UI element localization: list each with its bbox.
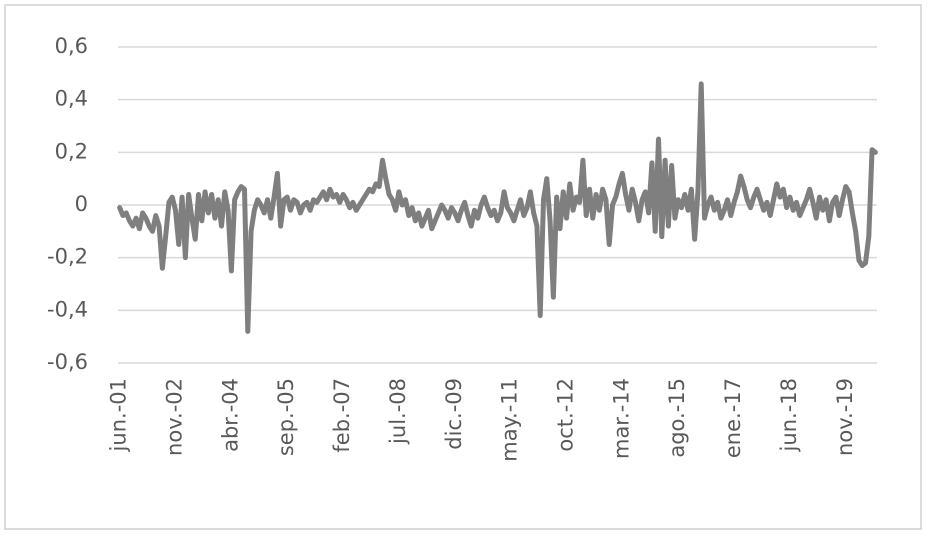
x-tick-label: jul.-08	[386, 378, 410, 445]
y-tick-label: -0,6	[47, 350, 88, 374]
chart-frame	[4, 4, 922, 530]
x-tick-label: may.-11	[498, 378, 522, 462]
y-tick-label: -0,4	[47, 297, 88, 321]
x-tick-label: dic.-09	[442, 378, 466, 450]
x-tick-label: abr.-04	[218, 378, 242, 452]
x-tick-label: jun.-01	[107, 378, 131, 452]
x-tick-label: nov.-19	[833, 378, 857, 456]
x-tick-label: mar.-14	[609, 378, 633, 459]
y-tick-label: 0,4	[55, 87, 88, 111]
x-tick-label: ene.-17	[721, 378, 745, 458]
x-tick-label: ago.-15	[665, 378, 689, 458]
x-tick-label: oct.-12	[554, 378, 578, 452]
x-tick-label: nov.-02	[163, 378, 187, 456]
x-tick-label: jun.-18	[777, 378, 801, 452]
y-tick-label: 0	[75, 192, 88, 216]
x-tick-label: sep.-05	[274, 378, 298, 456]
data-line	[117, 81, 878, 334]
y-tick-label: 0,2	[55, 139, 88, 163]
x-tick-label: feb.-07	[330, 378, 354, 453]
y-tick-label: -0,2	[47, 245, 88, 269]
y-tick-label: 0,6	[55, 34, 88, 58]
